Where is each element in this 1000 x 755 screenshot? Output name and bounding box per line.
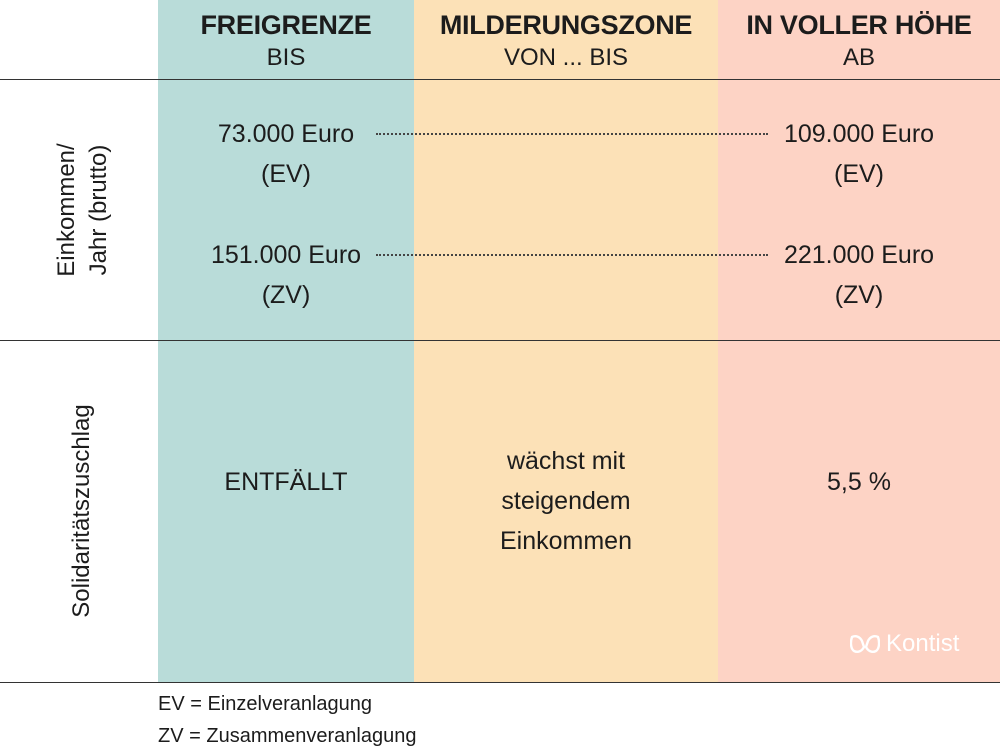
- legend-ev: EV = Einzelveranlagung: [158, 693, 373, 715]
- soli-milderungszone-value: wächst mit steigendem Einkommen: [414, 441, 718, 561]
- income-zv-from: 151.000 Euro (ZV): [158, 235, 414, 315]
- row-label-soli: Solidaritätszuschlag: [68, 404, 95, 618]
- income-ev-from-value: 73.000 Euro: [217, 120, 355, 148]
- income-zv-from-value: 151.000 Euro: [210, 241, 362, 269]
- income-zv-to-value: 221.000 Euro: [783, 241, 935, 269]
- connector-ev-dotted: [376, 133, 768, 135]
- income-zv-from-tag: (ZV): [261, 281, 311, 309]
- soli-volle-hoehe-value: 5,5 %: [827, 468, 891, 496]
- income-ev-from-tag: (EV): [261, 160, 311, 188]
- header-volle-hoehe-title: IN VOLLER HÖHE: [746, 10, 972, 40]
- income-ev-to-value: 109.000 Euro: [783, 120, 935, 148]
- row-label-income: Einkommen/ Jahr (brutto): [51, 95, 115, 325]
- soli-milderungszone-line3: Einkommen: [500, 527, 632, 555]
- header-freigrenze-sub: BIS: [266, 44, 306, 71]
- kontist-logo: Kontist: [850, 630, 959, 658]
- column-milderungszone: [414, 0, 718, 682]
- connector-zv-dotted: [376, 254, 768, 256]
- header-milderungszone-title: MILDERUNGSZONE: [439, 10, 693, 40]
- income-zv-to-tag: (ZV): [834, 281, 884, 309]
- income-zv-to: 221.000 Euro (ZV): [718, 235, 1000, 315]
- kontist-logo-icon: [850, 635, 880, 653]
- row-divider: [0, 340, 1000, 341]
- row-label-income-line1: Einkommen/: [53, 143, 80, 277]
- header-freigrenze-title: FREIGRENZE: [200, 10, 372, 40]
- row-label-income-line2: Jahr (brutto): [85, 144, 112, 276]
- income-ev-to-tag: (EV): [834, 160, 884, 188]
- header-divider: [0, 79, 1000, 80]
- column-freigrenze: [158, 0, 414, 682]
- header-volle-hoehe-sub: AB: [842, 44, 875, 71]
- soli-milderungszone-line2: steigendem: [501, 487, 631, 515]
- column-volle-hoehe: [718, 0, 1000, 682]
- income-ev-from: 73.000 Euro (EV): [158, 114, 414, 194]
- soli-milderungszone-line1: wächst mit: [506, 447, 626, 475]
- kontist-logo-text: Kontist: [886, 630, 960, 657]
- header-milderungszone-sub: VON ... BIS: [503, 44, 629, 71]
- legend-zv: ZV = Zusammenveranlagung: [158, 725, 417, 747]
- income-ev-to: 109.000 Euro (EV): [718, 114, 1000, 194]
- table-bottom-border: [0, 682, 1000, 683]
- soli-freigrenze-value: ENTFÄLLT: [224, 468, 348, 496]
